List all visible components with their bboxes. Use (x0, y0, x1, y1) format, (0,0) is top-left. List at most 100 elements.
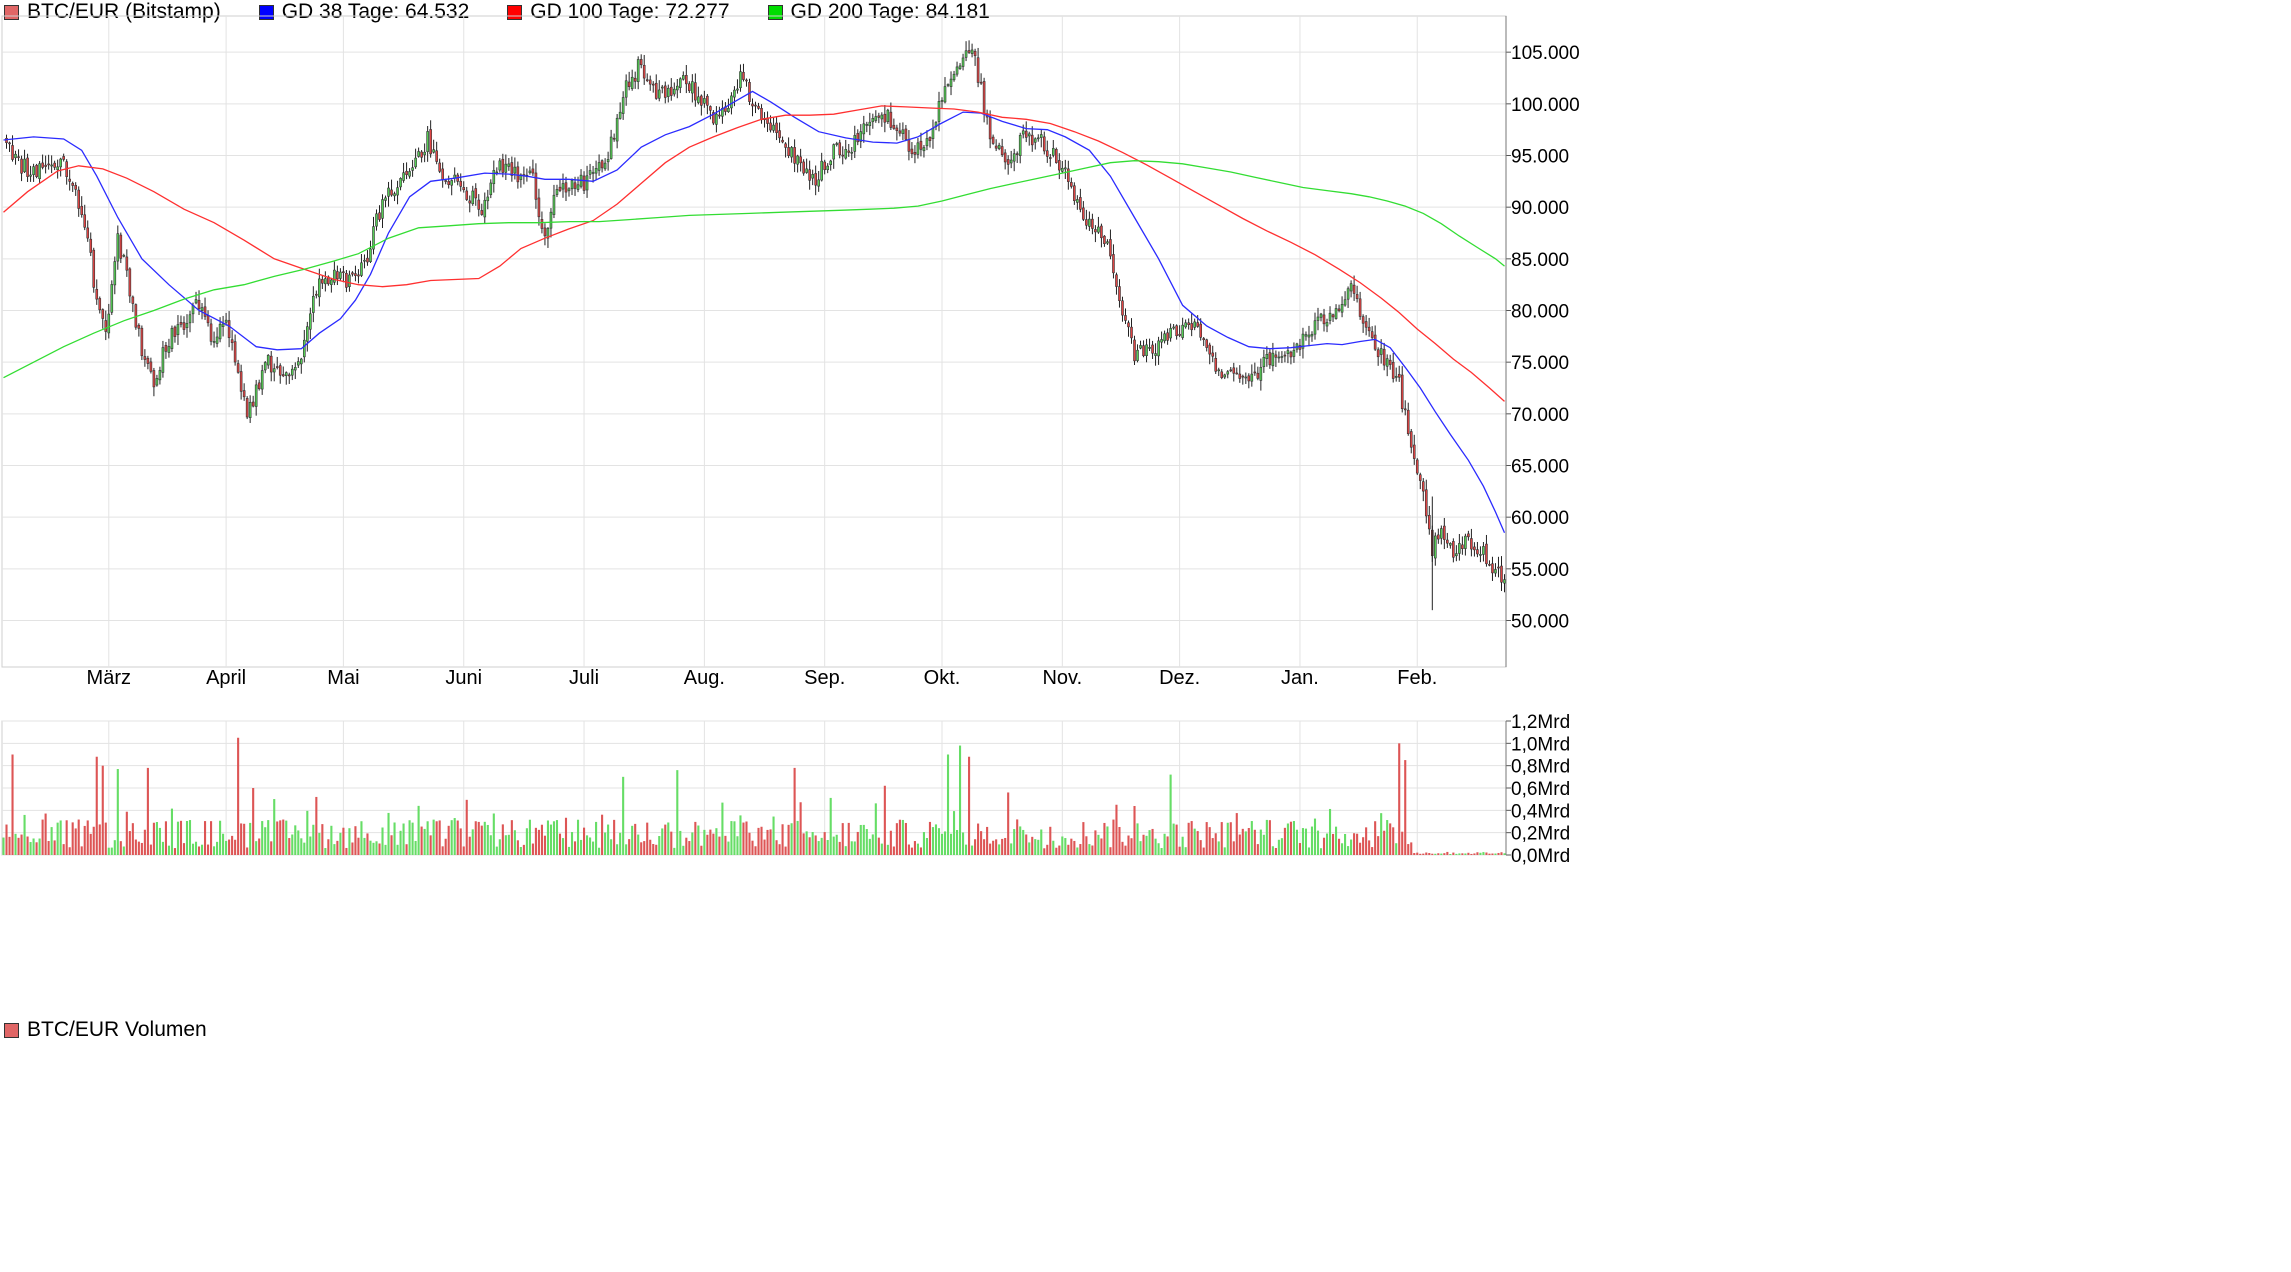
volume-bar (1338, 838, 1341, 855)
volume-bar (1476, 852, 1479, 855)
candle-body (62, 156, 65, 160)
candle-body (423, 151, 426, 156)
candle-body (1358, 298, 1362, 317)
month-label: Juni (445, 667, 482, 689)
volume-bar (712, 833, 715, 855)
candle-body (396, 187, 399, 196)
candle-body (5, 137, 8, 144)
candle-body (215, 336, 219, 344)
candle-body (952, 73, 956, 81)
volume-bar (167, 845, 170, 855)
candle-body (1036, 137, 1040, 140)
volume-bar (101, 765, 104, 855)
price-tick-label: 80.000 (1511, 302, 1569, 323)
volume-tick-label: 0,4Mrd (1511, 801, 1570, 822)
candle-body (883, 113, 887, 123)
volume-bar (197, 846, 201, 855)
volume-bar (1052, 840, 1055, 855)
volume-bar (1319, 848, 1323, 855)
candle-body (471, 190, 475, 205)
volume-bar (874, 803, 877, 855)
candle-body (1139, 345, 1142, 349)
candle-body (17, 156, 20, 158)
volume-bar (327, 839, 330, 855)
volume-bar (1217, 841, 1220, 855)
candle-body (206, 315, 210, 324)
candle-body (56, 166, 59, 171)
volume-bar (29, 842, 32, 855)
volume-bar (823, 832, 826, 855)
candle-body (417, 151, 420, 157)
candle-body (450, 180, 453, 186)
candle-body (1070, 182, 1073, 187)
volume-bar (351, 842, 354, 855)
volume-bar (622, 776, 625, 855)
volume-bar (188, 820, 192, 855)
candle-body (739, 71, 742, 89)
price-tick-label: 85.000 (1511, 250, 1569, 271)
volume-bar (363, 837, 366, 855)
volume-bar (1091, 845, 1094, 855)
moving-average-line (3, 105, 1505, 402)
candle-body (612, 137, 616, 140)
candle-body (1030, 134, 1034, 146)
volume-bar (1455, 853, 1458, 855)
candle-body (1154, 353, 1157, 356)
volume-bar (1001, 838, 1004, 855)
candle-body (330, 279, 333, 285)
volume-bar (886, 844, 889, 855)
volume-bar (1214, 833, 1217, 855)
price-tick-label: 75.000 (1511, 353, 1569, 374)
volume-bar (1398, 743, 1401, 855)
volume-bar (1280, 838, 1283, 855)
candle-body (940, 100, 944, 102)
volume-bar (372, 842, 375, 855)
candle-body (510, 162, 514, 176)
volume-bar (8, 836, 11, 855)
candle-body (534, 172, 538, 200)
volume-bar (724, 835, 727, 855)
candle-body (697, 96, 700, 103)
candle-body (266, 355, 270, 366)
price-tick-label: 70.000 (1511, 405, 1569, 426)
candle-body (1103, 235, 1106, 244)
volume-bar (1121, 841, 1124, 855)
candle-body (675, 85, 679, 91)
volume-bar (1304, 828, 1308, 855)
volume-bar (83, 825, 86, 855)
candle-body (197, 299, 201, 310)
candle-body (862, 123, 866, 135)
volume-bar (1440, 853, 1443, 855)
candle-body (420, 151, 423, 158)
volume-bar (1019, 826, 1022, 855)
candle-body (321, 279, 324, 284)
candle-body (387, 187, 390, 197)
volume-bar (390, 835, 393, 855)
volume-bar (288, 838, 291, 855)
candle-body (772, 124, 775, 131)
candle-body (1175, 325, 1178, 337)
volume-bar (423, 828, 426, 855)
volume-bar (1193, 828, 1196, 855)
candle-body (1097, 226, 1100, 233)
volume-bar (1166, 836, 1169, 855)
volume-bar (694, 821, 697, 855)
volume-bar (1265, 819, 1268, 855)
volume-bar (23, 814, 26, 855)
volume-bar (1482, 852, 1485, 855)
candle-body (11, 145, 14, 160)
candle-body (976, 57, 980, 83)
volume-bar (558, 833, 562, 855)
volume-bar (1407, 844, 1410, 855)
volume-bar (1202, 847, 1205, 855)
volume-bar (152, 822, 155, 855)
candle-body (877, 115, 881, 118)
volume-bar (841, 823, 844, 855)
candle-body (558, 186, 562, 191)
volume-bar (832, 836, 835, 855)
volume-bar (1395, 843, 1398, 855)
candle-body (414, 157, 417, 168)
volume-bar (634, 823, 637, 855)
volume-bar (128, 831, 131, 855)
volume-bar (237, 737, 240, 855)
